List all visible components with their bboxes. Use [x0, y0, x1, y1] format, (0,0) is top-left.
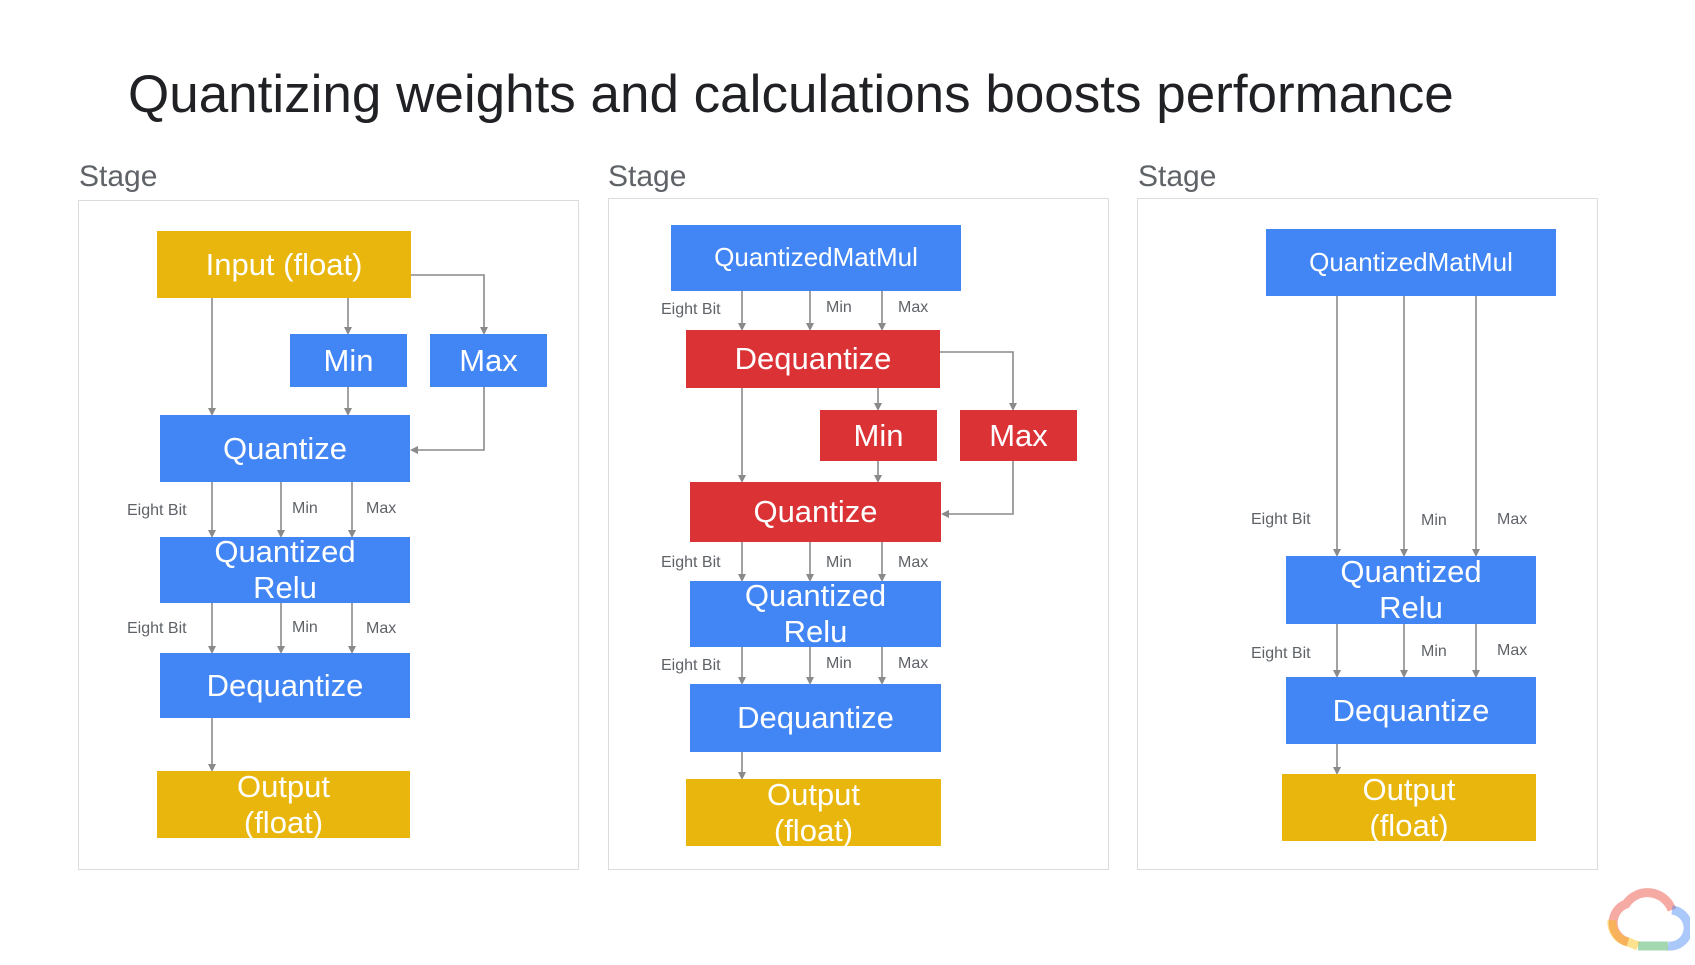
stage1-output-line2: (float) [243, 804, 324, 840]
stage2-edge-eight-bit-1: Eight Bit [661, 301, 721, 318]
stage1-max-label: Max [459, 342, 518, 378]
stage2-quantized-matmul-node: QuantizedMatMul [671, 225, 961, 291]
stage3-dequantize-node: Dequantize [1286, 677, 1536, 744]
stage2-edge-max-2: Max [898, 554, 929, 571]
stage3-edge-max-1: Max [1497, 511, 1528, 528]
stage2-edge-min-1: Min [826, 299, 852, 316]
stage2-relu-line1: Quantized [744, 578, 887, 614]
stage1-dequantize-node: Dequantize [160, 653, 410, 718]
stage1-input-label: Input (float) [205, 246, 363, 282]
stage1-relu-line1: Quantized [214, 534, 356, 570]
stage3-label: Stage [1138, 160, 1217, 193]
stage2-dequantize-red-label: Dequantize [734, 341, 892, 377]
stage3-panel [1137, 198, 1598, 870]
stage3-quantized-relu-node: Quantized Relu [1286, 554, 1536, 625]
stage1-edge-max-2: Max [366, 620, 397, 637]
stage3-edge-min-1: Min [1421, 512, 1447, 529]
stage2-edge-max-3: Max [898, 655, 929, 672]
stage2-min-label: Min [853, 417, 904, 453]
stage1-output-node: Output (float) [157, 768, 410, 840]
stage2-output-line2: (float) [773, 812, 854, 848]
stage1-panel [78, 200, 579, 870]
stage2-dequantize-label: Dequantize [737, 700, 894, 736]
stage1-quantize-label: Quantize [222, 430, 348, 466]
stage1-min-node: Min [290, 334, 407, 387]
stage1-max-node: Max [430, 334, 547, 387]
stage2-relu-line2: Relu [783, 614, 848, 649]
stage1-relu-line2: Relu [253, 570, 317, 605]
stage2-quantize-node-red: Quantize [690, 482, 941, 542]
stage2-label: Stage [608, 160, 687, 193]
stage1-edge-eight-bit-1: Eight Bit [127, 502, 187, 519]
stage2-output-node: Output (float) [686, 776, 941, 848]
stage2-matmul-label: QuantizedMatMul [714, 242, 918, 273]
stage3-output-line2: (float) [1369, 807, 1449, 843]
slide-title: Quantizing weights and calculations boos… [128, 65, 1454, 124]
stage2-edge-max-1: Max [898, 299, 929, 316]
stage1-dequantize-label: Dequantize [206, 667, 364, 703]
stage3-edge-eight-bit-1: Eight Bit [1251, 511, 1311, 528]
stage2-max-label: Max [989, 417, 1048, 453]
stage3-output-node: Output (float) [1282, 771, 1536, 843]
stage3-relu-line1: Quantized [1340, 554, 1482, 590]
stage2-dequantize-node-red: Dequantize [686, 330, 940, 388]
stage1-quantized-relu-node: Quantized Relu [160, 534, 410, 605]
stage3-matmul-label: QuantizedMatMul [1309, 246, 1513, 277]
stage3-edge-min-2: Min [1421, 643, 1447, 660]
stage2-quantize-red-label: Quantize [753, 494, 878, 530]
stage2-quantized-relu-node: Quantized Relu [690, 578, 941, 649]
stage1-edge-max-1: Max [366, 500, 397, 517]
stage3-edge-eight-bit-2: Eight Bit [1251, 645, 1311, 662]
stage3-quantized-matmul-node: QuantizedMatMul [1266, 229, 1556, 296]
stage1-quantize-node: Quantize [160, 415, 410, 482]
stage1-input-node: Input (float) [157, 231, 411, 298]
stage2-edge-eight-bit-3: Eight Bit [661, 657, 721, 674]
stage2-edge-eight-bit-2: Eight Bit [661, 554, 721, 571]
stage1-edge-eight-bit-2: Eight Bit [127, 620, 187, 637]
google-cloud-icon [1607, 888, 1690, 951]
stage3-relu-line2: Relu [1379, 590, 1443, 625]
stage2-max-node: Max [960, 410, 1077, 461]
stage3-output-line1: Output [1362, 771, 1456, 807]
stage1-output-line1: Output [236, 768, 331, 804]
stage3-dequantize-label: Dequantize [1332, 692, 1490, 728]
stage1-edge-min-1: Min [292, 500, 318, 517]
stage2-edge-min-2: Min [826, 554, 852, 571]
stage2-edge-min-3: Min [826, 655, 852, 672]
stage1-edge-min-2: Min [292, 619, 318, 636]
stage2-output-line1: Output [766, 776, 861, 812]
stage2-dequantize-node: Dequantize [690, 684, 941, 752]
stage1-label: Stage [79, 160, 158, 193]
stage2-min-node: Min [820, 410, 937, 461]
stage3-edge-max-2: Max [1497, 642, 1528, 659]
stage1-min-label: Min [323, 342, 374, 378]
